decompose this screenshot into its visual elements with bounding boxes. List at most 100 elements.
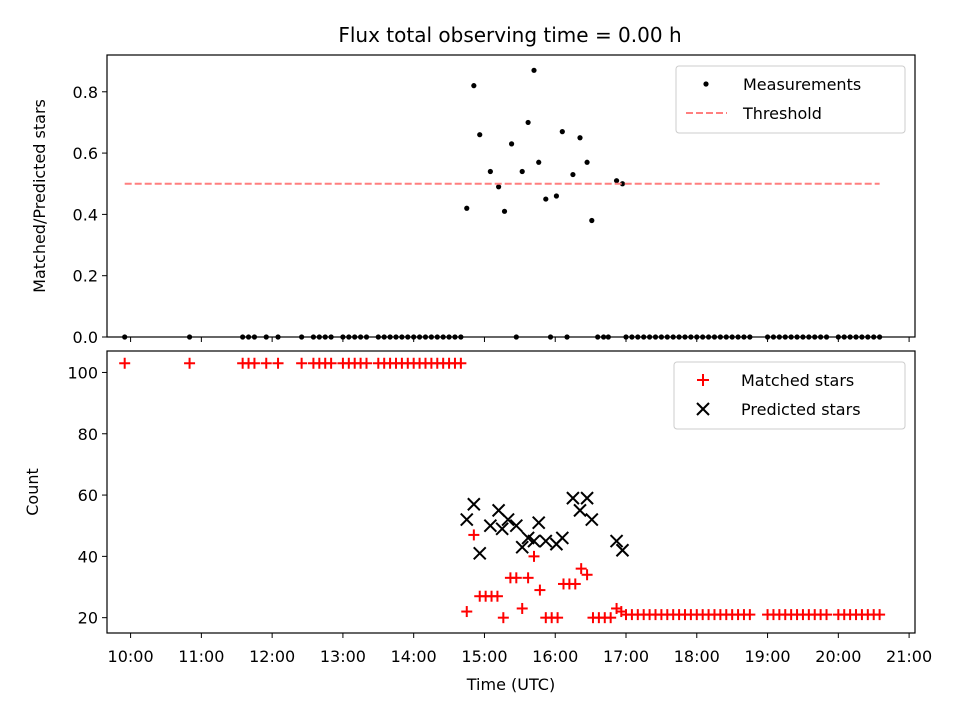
top-y-ticks: 0.0 0.2 0.4 0.6 0.8 [73, 83, 107, 347]
matched-stars-point [184, 357, 196, 369]
predicted-stars-point [473, 546, 487, 561]
y-tick-label: 20 [78, 609, 98, 628]
matched-stars-point [361, 357, 373, 369]
predicted-stars-point [615, 543, 630, 557]
predicted-stars-point [460, 512, 474, 527]
bottom-y-ticks: 20 40 60 80 100 [67, 363, 107, 628]
matched-stars-point [581, 569, 593, 581]
matched-stars-point [260, 357, 272, 369]
legend-matched-label: Matched stars [741, 371, 854, 390]
y-tick-label: 0.0 [73, 328, 98, 347]
bottom-axes-frame [106, 350, 916, 634]
legend-predicted-marker [696, 402, 710, 416]
measurement-point [584, 159, 590, 165]
x-tick-label: 12:00 [249, 647, 295, 666]
matched-stars-point [569, 578, 581, 590]
x-tick-label: 14:00 [391, 647, 437, 666]
matched-stars-point [605, 612, 617, 624]
matched-stars-point [744, 609, 756, 621]
matched-stars-point [516, 602, 528, 614]
y-tick-label: 0.6 [73, 144, 98, 163]
y-tick-label: 100 [67, 363, 98, 382]
measurement-point [471, 83, 477, 89]
predicted-stars-point [509, 519, 524, 533]
y-tick-label: 80 [78, 425, 98, 444]
x-tick-label: 15:00 [461, 647, 507, 666]
bottom-series [119, 357, 886, 624]
top-legend-box [675, 65, 906, 134]
x-tick-label: 13:00 [320, 647, 366, 666]
predicted-stars-point [483, 519, 498, 533]
y-tick-label: 0.8 [73, 83, 98, 102]
x-tick-label: 20:00 [815, 647, 861, 666]
x-tick-label: 16:00 [532, 647, 578, 666]
predicted-stars-point [585, 512, 599, 527]
measurement-point [589, 217, 595, 224]
matched-stars-point [468, 529, 480, 541]
matched-stars-point [534, 584, 546, 596]
matched-stars-point [552, 612, 564, 624]
bottom-panel: 20 40 60 80 100 10:00 11:00 12:00 13:00 14:00 15:… [23, 350, 932, 694]
matched-stars-point [575, 563, 587, 575]
matched-stars-point [119, 357, 131, 369]
predicted-stars-point [573, 503, 587, 518]
x-tick-label: 19:00 [745, 647, 791, 666]
matched-stars-point [522, 572, 534, 584]
legend-measurements-label: Measurements [743, 75, 861, 94]
matched-stars-point [874, 609, 886, 621]
matched-stars-point [455, 357, 467, 369]
measurement-point [559, 129, 565, 135]
top-panel: 0.00.20.40.60.8 Matched/Predicted stars … [30, 54, 916, 347]
matched-stars-point [497, 612, 509, 624]
matched-stars-point [528, 550, 540, 562]
matched-stars-point [491, 590, 503, 602]
matched-stars-point [821, 609, 833, 621]
top-y-axis-label: Matched/Predicted stars [30, 99, 49, 293]
matched-stars-point [325, 357, 337, 369]
measurement-point [613, 178, 620, 184]
measurement-point [477, 132, 483, 138]
x-tick-label: 17:00 [603, 647, 649, 666]
x-tick-label: 10:00 [108, 647, 154, 666]
top-legend: Measurements Threshold [675, 65, 906, 134]
bottom-legend: Matched stars Predicted stars [673, 361, 906, 430]
predicted-stars-point [532, 515, 546, 530]
chart-title: Flux total observing time = 0.00 h [338, 23, 681, 47]
bottom-x-ticks: 10:00 11:00 12:00 13:00 14:00 15:00 16:00 17:00… [108, 633, 932, 666]
measurement-point [570, 171, 576, 178]
x-tick-label: 11:00 [178, 647, 224, 666]
predicted-stars-point [515, 540, 529, 554]
top-axes-frame [106, 54, 916, 338]
predicted-stars-point [467, 497, 481, 511]
measurement-point [464, 205, 470, 211]
matched-stars-point [461, 606, 473, 618]
x-tick-label: 21:00 [886, 647, 932, 666]
bottom-x-axis-label: Time (UTC) [466, 675, 555, 694]
measurement-point [487, 168, 493, 175]
measurement-point [619, 181, 626, 187]
predicted-stars-point [580, 491, 594, 505]
predicted-stars-point [527, 534, 541, 548]
matched-stars-point [248, 357, 260, 369]
predicted-stars-point [609, 534, 624, 548]
y-tick-label: 40 [78, 547, 98, 566]
matched-stars-point [296, 357, 308, 369]
y-tick-label: 0.2 [73, 267, 98, 286]
legend-threshold-label: Threshold [742, 104, 822, 123]
measurement-point [501, 208, 508, 214]
legend-predicted-label: Predicted stars [741, 400, 861, 419]
matched-stars-point [272, 357, 284, 369]
measurement-point [508, 141, 515, 147]
bottom-y-axis-label: Count [23, 468, 42, 516]
measurement-point [496, 184, 502, 190]
measurement-point [525, 119, 531, 126]
y-tick-label: 60 [78, 486, 98, 505]
x-tick-label: 18:00 [674, 647, 720, 666]
measurement-point [519, 168, 525, 175]
predicted-stars-point [555, 531, 570, 545]
legend-measurements-marker [703, 81, 709, 87]
measurement-point [536, 159, 542, 165]
predicted-stars-point [495, 522, 509, 536]
measurement-point [543, 196, 549, 202]
